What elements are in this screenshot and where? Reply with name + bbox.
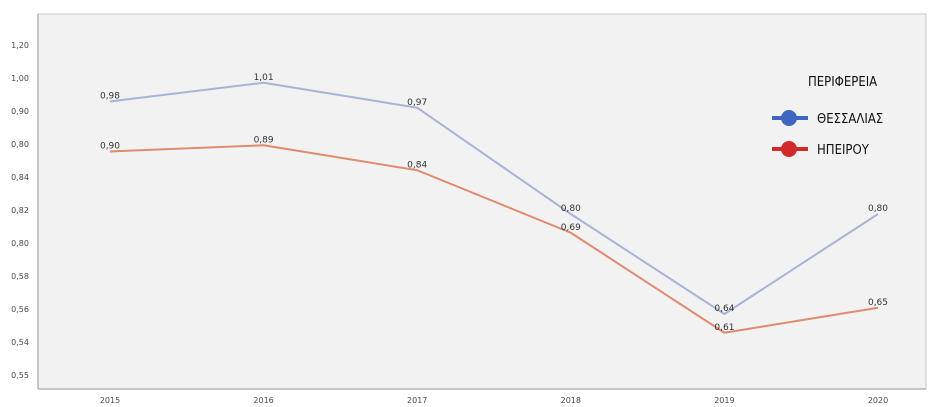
y-tick-label: 1,20	[11, 41, 29, 50]
x-tick-label: 2018	[561, 396, 581, 405]
legend-title: ΠΕΡΙΦΕΡΕΙΑ	[808, 75, 877, 90]
series-lines	[109, 81, 879, 334]
data-label: 0,98	[100, 92, 120, 102]
data-label: 0,64	[714, 304, 734, 314]
y-tick-label: 0,58	[11, 272, 29, 281]
y-tick-label: 0,84	[11, 173, 29, 182]
x-tick-label: 2020	[868, 396, 888, 405]
data-label: 0,80	[868, 204, 888, 214]
y-tick-label: 0,80	[11, 140, 29, 149]
legend-items: ΘΕΣΣΑΛΙΑΣ ΗΠΕΙΡΟΥ	[772, 110, 883, 158]
data-label: 1,01	[254, 73, 274, 83]
legend-marker	[781, 110, 797, 126]
x-tick-label: 2017	[407, 396, 427, 405]
data-label: 0,69	[561, 223, 581, 233]
y-tick-label: 0,80	[11, 239, 29, 248]
x-tick-label: 2016	[253, 396, 273, 405]
series-line	[109, 81, 879, 315]
x-axis-ticks: 2015 2016 2017 2018 2019 2020	[100, 396, 888, 405]
y-tick-label: 0,82	[11, 206, 29, 215]
y-tick-label: 0,90	[11, 107, 29, 116]
data-label: 0,90	[100, 142, 120, 152]
y-tick-label: 1,00	[11, 74, 29, 83]
data-label: 0,84	[407, 160, 427, 170]
data-label: 0,61	[714, 323, 734, 333]
x-tick-label: 2019	[714, 396, 734, 405]
y-tick-label: 0,54	[11, 338, 29, 347]
legend: ΠΕΡΙΦΕΡΕΙΑ ΘΕΣΣΑΛΙΑΣ ΗΠΕΙΡΟΥ	[772, 75, 883, 158]
plot-background	[37, 13, 927, 390]
legend-label: ΗΠΕΙΡΟΥ	[817, 143, 870, 158]
series-line	[109, 144, 879, 334]
data-label: 0,89	[254, 135, 274, 145]
data-label: 0,80	[561, 204, 581, 214]
y-tick-label: 0,56	[11, 305, 29, 314]
legend-label: ΘΕΣΣΑΛΙΑΣ	[817, 112, 883, 127]
y-axis-ticks: 1,20 1,00 0,90 0,80 0,84 0,82 0,80 0,58 0,56 0,54…	[11, 41, 29, 380]
y-tick-label: 0,55	[11, 371, 29, 380]
data-label: 0,97	[407, 98, 427, 108]
x-tick-label: 2015	[100, 396, 120, 405]
data-label: 0,65	[868, 298, 888, 308]
legend-marker	[781, 141, 797, 157]
data-labels: 0,98 1,01 0,97 0,80 0,64 0,80 0,90 0,89 0,84 0,69…	[100, 73, 888, 333]
